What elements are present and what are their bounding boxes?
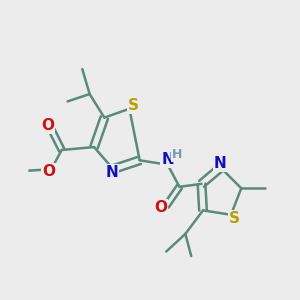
Text: O: O [41,118,54,134]
Text: H: H [172,148,182,161]
Text: S: S [229,211,240,226]
Text: S: S [128,98,139,113]
Text: N: N [105,165,118,180]
Text: N: N [214,156,226,171]
Text: N: N [161,152,174,167]
Text: O: O [42,164,55,179]
Text: O: O [154,200,167,215]
